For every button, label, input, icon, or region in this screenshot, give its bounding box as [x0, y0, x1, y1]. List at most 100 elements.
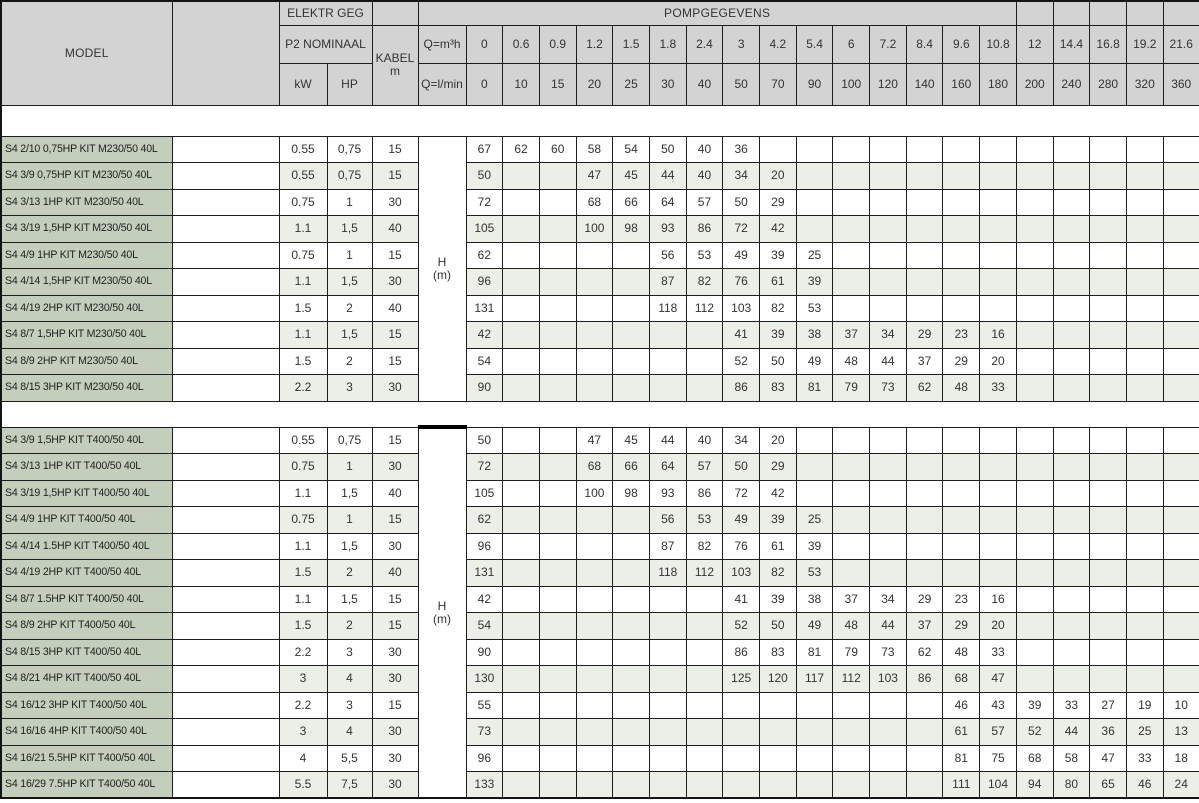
hp-value-cell: 5,5 [326, 744, 373, 772]
kw-value-cell: 0.55 [278, 135, 328, 163]
h-value-cell: 33 [979, 374, 1017, 402]
h-value-cell: 64 [648, 188, 687, 216]
h-value-cell [905, 294, 944, 322]
h-value-cell [869, 453, 907, 481]
h-value-cell [648, 374, 687, 402]
h-value-cell [538, 744, 577, 772]
model-column-header: MODEL [0, 0, 173, 106]
h-value-cell [1015, 585, 1054, 613]
h-value-cell: 20 [979, 347, 1017, 375]
h-value-cell [685, 638, 724, 666]
table-header: MODEL ELEKTR GEG POMPGEGEVENS P2 NOMINAA… [0, 0, 1199, 106]
q-lmin-label-cell: Q=l/min [417, 62, 467, 106]
kabel-value-cell: 30 [371, 771, 419, 799]
h-value-cell [905, 426, 944, 454]
model-cell: S4 16/21 5.5HP KIT T400/50 40L [0, 744, 173, 772]
h-value-cell: 46 [1125, 771, 1164, 799]
q-lmin-value-cell: 100 [832, 62, 871, 106]
model-cell: S4 4/9 1HP KIT T400/50 40L [0, 506, 173, 534]
h-value-cell [759, 135, 797, 163]
h-value-cell: 86 [685, 215, 724, 243]
kw-value-cell: 3 [278, 665, 328, 693]
kw-value-cell: 1.5 [278, 559, 328, 587]
h-value-cell: 62 [465, 241, 504, 269]
h-value-cell [832, 294, 871, 322]
h-value-cell: 39 [795, 532, 834, 560]
h-value-cell: 130 [465, 665, 504, 693]
h-value-cell: 133 [465, 771, 504, 799]
h-value-cell [942, 215, 981, 243]
h-value-cell: 83 [759, 638, 797, 666]
h-value-cell: 48 [942, 374, 981, 402]
h-value-cell: 57 [685, 188, 724, 216]
h-value-cell: 20 [759, 426, 797, 454]
h-value-cell [1052, 241, 1091, 269]
h-value-cell [538, 453, 577, 481]
h-value-cell [575, 638, 614, 666]
h-value-cell [869, 532, 907, 560]
h-value-cell [1052, 532, 1091, 560]
hp-value-cell: 1 [326, 188, 373, 216]
blank-cell [171, 718, 280, 746]
data-row: S4 4/19 2HP KIT T400/50 40L 1.5 2 40 131 118 1… [0, 559, 1199, 587]
h-value-cell [538, 241, 577, 269]
h-value-cell [1015, 453, 1054, 481]
blank-column-header [171, 0, 280, 106]
h-value-cell [722, 691, 760, 719]
h-value-cell [1089, 268, 1127, 296]
q-lmin-value-cell: 70 [759, 62, 797, 106]
data-row: S4 3/13 1HP KIT M230/50 40L 0.75 1 30 72 68 66… [0, 188, 1199, 216]
h-value-cell [538, 532, 577, 560]
h-value-cell [685, 347, 724, 375]
h-value-cell: 54 [465, 612, 504, 640]
data-row: S4 3/9 1,5HP KIT T400/50 40L 0.55 0,75 15 H(… [0, 425, 1199, 799]
h-value-cell [685, 321, 724, 349]
h-value-cell [538, 215, 577, 243]
h-value-cell [1089, 612, 1127, 640]
h-value-cell [1162, 665, 1199, 693]
h-value-cell [832, 506, 871, 534]
h-value-cell: 87 [648, 532, 687, 560]
h-value-cell: 68 [575, 188, 614, 216]
q-m3h-value-cell: 1.5 [612, 24, 650, 64]
hp-value-cell: 2 [326, 347, 373, 375]
h-value-cell [979, 506, 1017, 534]
h-value-cell: 93 [648, 479, 687, 507]
q-m3h-value-cell: 2.4 [685, 24, 724, 64]
h-value-cell: 61 [759, 532, 797, 560]
header-row-3: kW HP Q=l/min 0 10 15 20 25 30 40 50 70 90 100 120 1… [1, 62, 1199, 106]
kabel-value-cell: 40 [371, 215, 419, 243]
h-value-cell: 58 [575, 135, 614, 163]
h-value-cell [832, 215, 871, 243]
h-value-cell [942, 162, 981, 190]
h-value-cell: 44 [869, 347, 907, 375]
h-value-cell [502, 744, 540, 772]
h-value-cell [832, 162, 871, 190]
h-value-cell [979, 135, 1017, 163]
h-value-cell [538, 374, 577, 402]
h-value-cell [1015, 215, 1054, 243]
h-value-cell [1125, 585, 1164, 613]
h-value-cell [1089, 426, 1127, 454]
blank-cell [171, 744, 280, 772]
h-value-cell [1162, 294, 1199, 322]
h-value-cell [1089, 506, 1127, 534]
h-value-cell [648, 612, 687, 640]
data-row: S4 3/13 1HP KIT T400/50 40L 0.75 1 30 72 68 66… [0, 453, 1199, 481]
h-value-cell [1162, 135, 1199, 163]
h-value-cell [832, 241, 871, 269]
h-value-cell: 39 [795, 268, 834, 296]
h-value-cell [1015, 506, 1054, 534]
h-value-cell [685, 744, 724, 772]
h-value-cell [538, 479, 577, 507]
h-value-cell [1052, 453, 1091, 481]
h-value-cell [942, 479, 981, 507]
kabel-value-cell: 15 [371, 321, 419, 349]
h-value-cell [1089, 135, 1127, 163]
h-value-cell: 42 [759, 479, 797, 507]
blank-cell [171, 426, 280, 454]
h-value-cell: 86 [722, 638, 760, 666]
h-value-cell: 103 [869, 665, 907, 693]
kw-value-cell: 0.75 [278, 188, 328, 216]
h-value-cell: 25 [795, 241, 834, 269]
